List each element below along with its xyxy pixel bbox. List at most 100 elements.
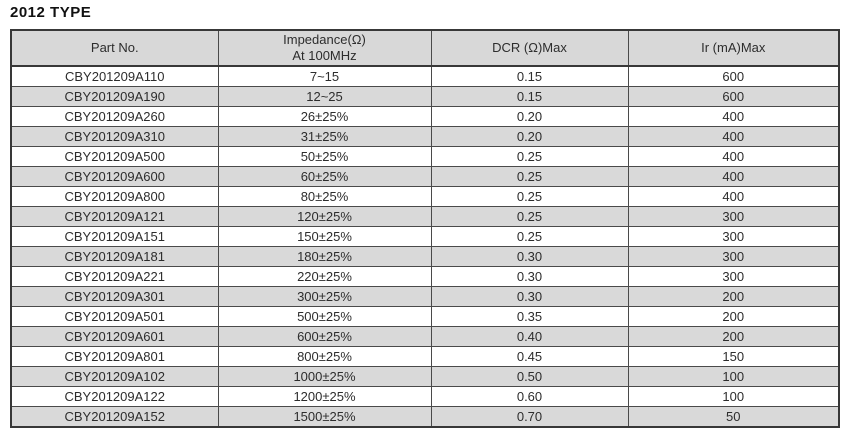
table-row: CBY201209A221 220±25% 0.30 300 <box>10 266 840 287</box>
cell-part-no: CBY201209A801 <box>10 346 219 367</box>
cell-dcr: 0.20 <box>430 126 629 147</box>
cell-ir: 300 <box>627 206 840 227</box>
cell-dcr: 0.30 <box>430 286 629 307</box>
header-ir: Ir (mA)Max <box>627 29 840 67</box>
table-row: CBY201209A121 120±25% 0.25 300 <box>10 206 840 227</box>
page-title: 2012 TYPE <box>10 4 92 21</box>
cell-dcr: 0.25 <box>430 186 629 207</box>
cell-dcr: 0.25 <box>430 206 629 227</box>
cell-impedance: 180±25% <box>217 246 432 267</box>
cell-dcr: 0.60 <box>430 386 629 407</box>
table-row: CBY201209A801 800±25% 0.45 150 <box>10 346 840 367</box>
cell-dcr: 0.15 <box>430 86 629 107</box>
cell-dcr: 0.50 <box>430 366 629 387</box>
table-row: CBY201209A260 26±25% 0.20 400 <box>10 106 840 127</box>
header-impedance-line2: At 100MHz <box>292 48 357 63</box>
table-row: CBY201209A601 600±25% 0.40 200 <box>10 326 840 347</box>
spec-table: Part No. Impedance(Ω) At 100MHz DCR (Ω)M… <box>10 29 840 428</box>
cell-part-no: CBY201209A301 <box>10 286 219 307</box>
cell-impedance: 300±25% <box>217 286 432 307</box>
cell-dcr: 0.25 <box>430 146 629 167</box>
cell-impedance: 26±25% <box>217 106 432 127</box>
cell-ir: 200 <box>627 306 840 327</box>
cell-ir: 400 <box>627 186 840 207</box>
table-row: CBY201209A500 50±25% 0.25 400 <box>10 146 840 167</box>
table-row: CBY201209A190 12~25 0.15 600 <box>10 86 840 107</box>
table-row: CBY201209A102 1000±25% 0.50 100 <box>10 366 840 387</box>
cell-dcr: 0.20 <box>430 106 629 127</box>
cell-dcr: 0.25 <box>430 226 629 247</box>
cell-impedance: 600±25% <box>217 326 432 347</box>
table-row: CBY201209A152 1500±25% 0.70 50 <box>10 406 840 428</box>
table-row: CBY201209A301 300±25% 0.30 200 <box>10 286 840 307</box>
cell-ir: 300 <box>627 246 840 267</box>
cell-part-no: CBY201209A501 <box>10 306 219 327</box>
cell-ir: 50 <box>627 406 840 428</box>
cell-part-no: CBY201209A601 <box>10 326 219 347</box>
cell-part-no: CBY201209A260 <box>10 106 219 127</box>
cell-dcr: 0.40 <box>430 326 629 347</box>
cell-ir: 600 <box>627 65 840 87</box>
cell-ir: 400 <box>627 166 840 187</box>
cell-dcr: 0.35 <box>430 306 629 327</box>
cell-ir: 200 <box>627 286 840 307</box>
cell-impedance: 60±25% <box>217 166 432 187</box>
cell-impedance: 150±25% <box>217 226 432 247</box>
cell-ir: 300 <box>627 226 840 247</box>
cell-ir: 400 <box>627 106 840 127</box>
cell-ir: 200 <box>627 326 840 347</box>
table-row: CBY201209A310 31±25% 0.20 400 <box>10 126 840 147</box>
cell-impedance: 31±25% <box>217 126 432 147</box>
header-dcr: DCR (Ω)Max <box>430 29 629 67</box>
cell-dcr: 0.30 <box>430 246 629 267</box>
table-header-row: Part No. Impedance(Ω) At 100MHz DCR (Ω)M… <box>10 29 840 67</box>
cell-impedance: 50±25% <box>217 146 432 167</box>
cell-ir: 150 <box>627 346 840 367</box>
cell-part-no: CBY201209A121 <box>10 206 219 227</box>
table-row: CBY201209A800 80±25% 0.25 400 <box>10 186 840 207</box>
table-row: CBY201209A501 500±25% 0.35 200 <box>10 306 840 327</box>
table-row: CBY201209A110 7~15 0.15 600 <box>10 65 840 87</box>
cell-part-no: CBY201209A152 <box>10 406 219 428</box>
cell-dcr: 0.70 <box>430 406 629 428</box>
cell-ir: 100 <box>627 366 840 387</box>
cell-part-no: CBY201209A151 <box>10 226 219 247</box>
cell-impedance: 500±25% <box>217 306 432 327</box>
cell-ir: 300 <box>627 266 840 287</box>
cell-dcr: 0.45 <box>430 346 629 367</box>
table-row: CBY201209A600 60±25% 0.25 400 <box>10 166 840 187</box>
cell-part-no: CBY201209A122 <box>10 386 219 407</box>
cell-part-no: CBY201209A800 <box>10 186 219 207</box>
header-impedance-line1: Impedance(Ω) <box>283 31 366 47</box>
cell-part-no: CBY201209A181 <box>10 246 219 267</box>
cell-impedance: 800±25% <box>217 346 432 367</box>
cell-impedance: 1500±25% <box>217 406 432 428</box>
cell-part-no: CBY201209A190 <box>10 86 219 107</box>
header-impedance: Impedance(Ω) At 100MHz <box>217 29 432 67</box>
cell-part-no: CBY201209A500 <box>10 146 219 167</box>
cell-impedance: 220±25% <box>217 266 432 287</box>
table-row: CBY201209A122 1200±25% 0.60 100 <box>10 386 840 407</box>
header-part-no: Part No. <box>10 29 219 67</box>
cell-ir: 600 <box>627 86 840 107</box>
cell-impedance: 7~15 <box>217 65 432 87</box>
table-row: CBY201209A181 180±25% 0.30 300 <box>10 246 840 267</box>
cell-part-no: CBY201209A600 <box>10 166 219 187</box>
cell-part-no: CBY201209A310 <box>10 126 219 147</box>
cell-dcr: 0.25 <box>430 166 629 187</box>
cell-impedance: 1200±25% <box>217 386 432 407</box>
cell-ir: 100 <box>627 386 840 407</box>
cell-impedance: 80±25% <box>217 186 432 207</box>
cell-part-no: CBY201209A221 <box>10 266 219 287</box>
cell-impedance: 120±25% <box>217 206 432 227</box>
cell-part-no: CBY201209A110 <box>10 65 219 87</box>
table-row: CBY201209A151 150±25% 0.25 300 <box>10 226 840 247</box>
cell-impedance: 12~25 <box>217 86 432 107</box>
cell-impedance: 1000±25% <box>217 366 432 387</box>
cell-ir: 400 <box>627 126 840 147</box>
cell-dcr: 0.30 <box>430 266 629 287</box>
cell-part-no: CBY201209A102 <box>10 366 219 387</box>
table-body: CBY201209A110 7~15 0.15 600 CBY201209A190 12~… <box>10 65 840 428</box>
cell-dcr: 0.15 <box>430 65 629 87</box>
